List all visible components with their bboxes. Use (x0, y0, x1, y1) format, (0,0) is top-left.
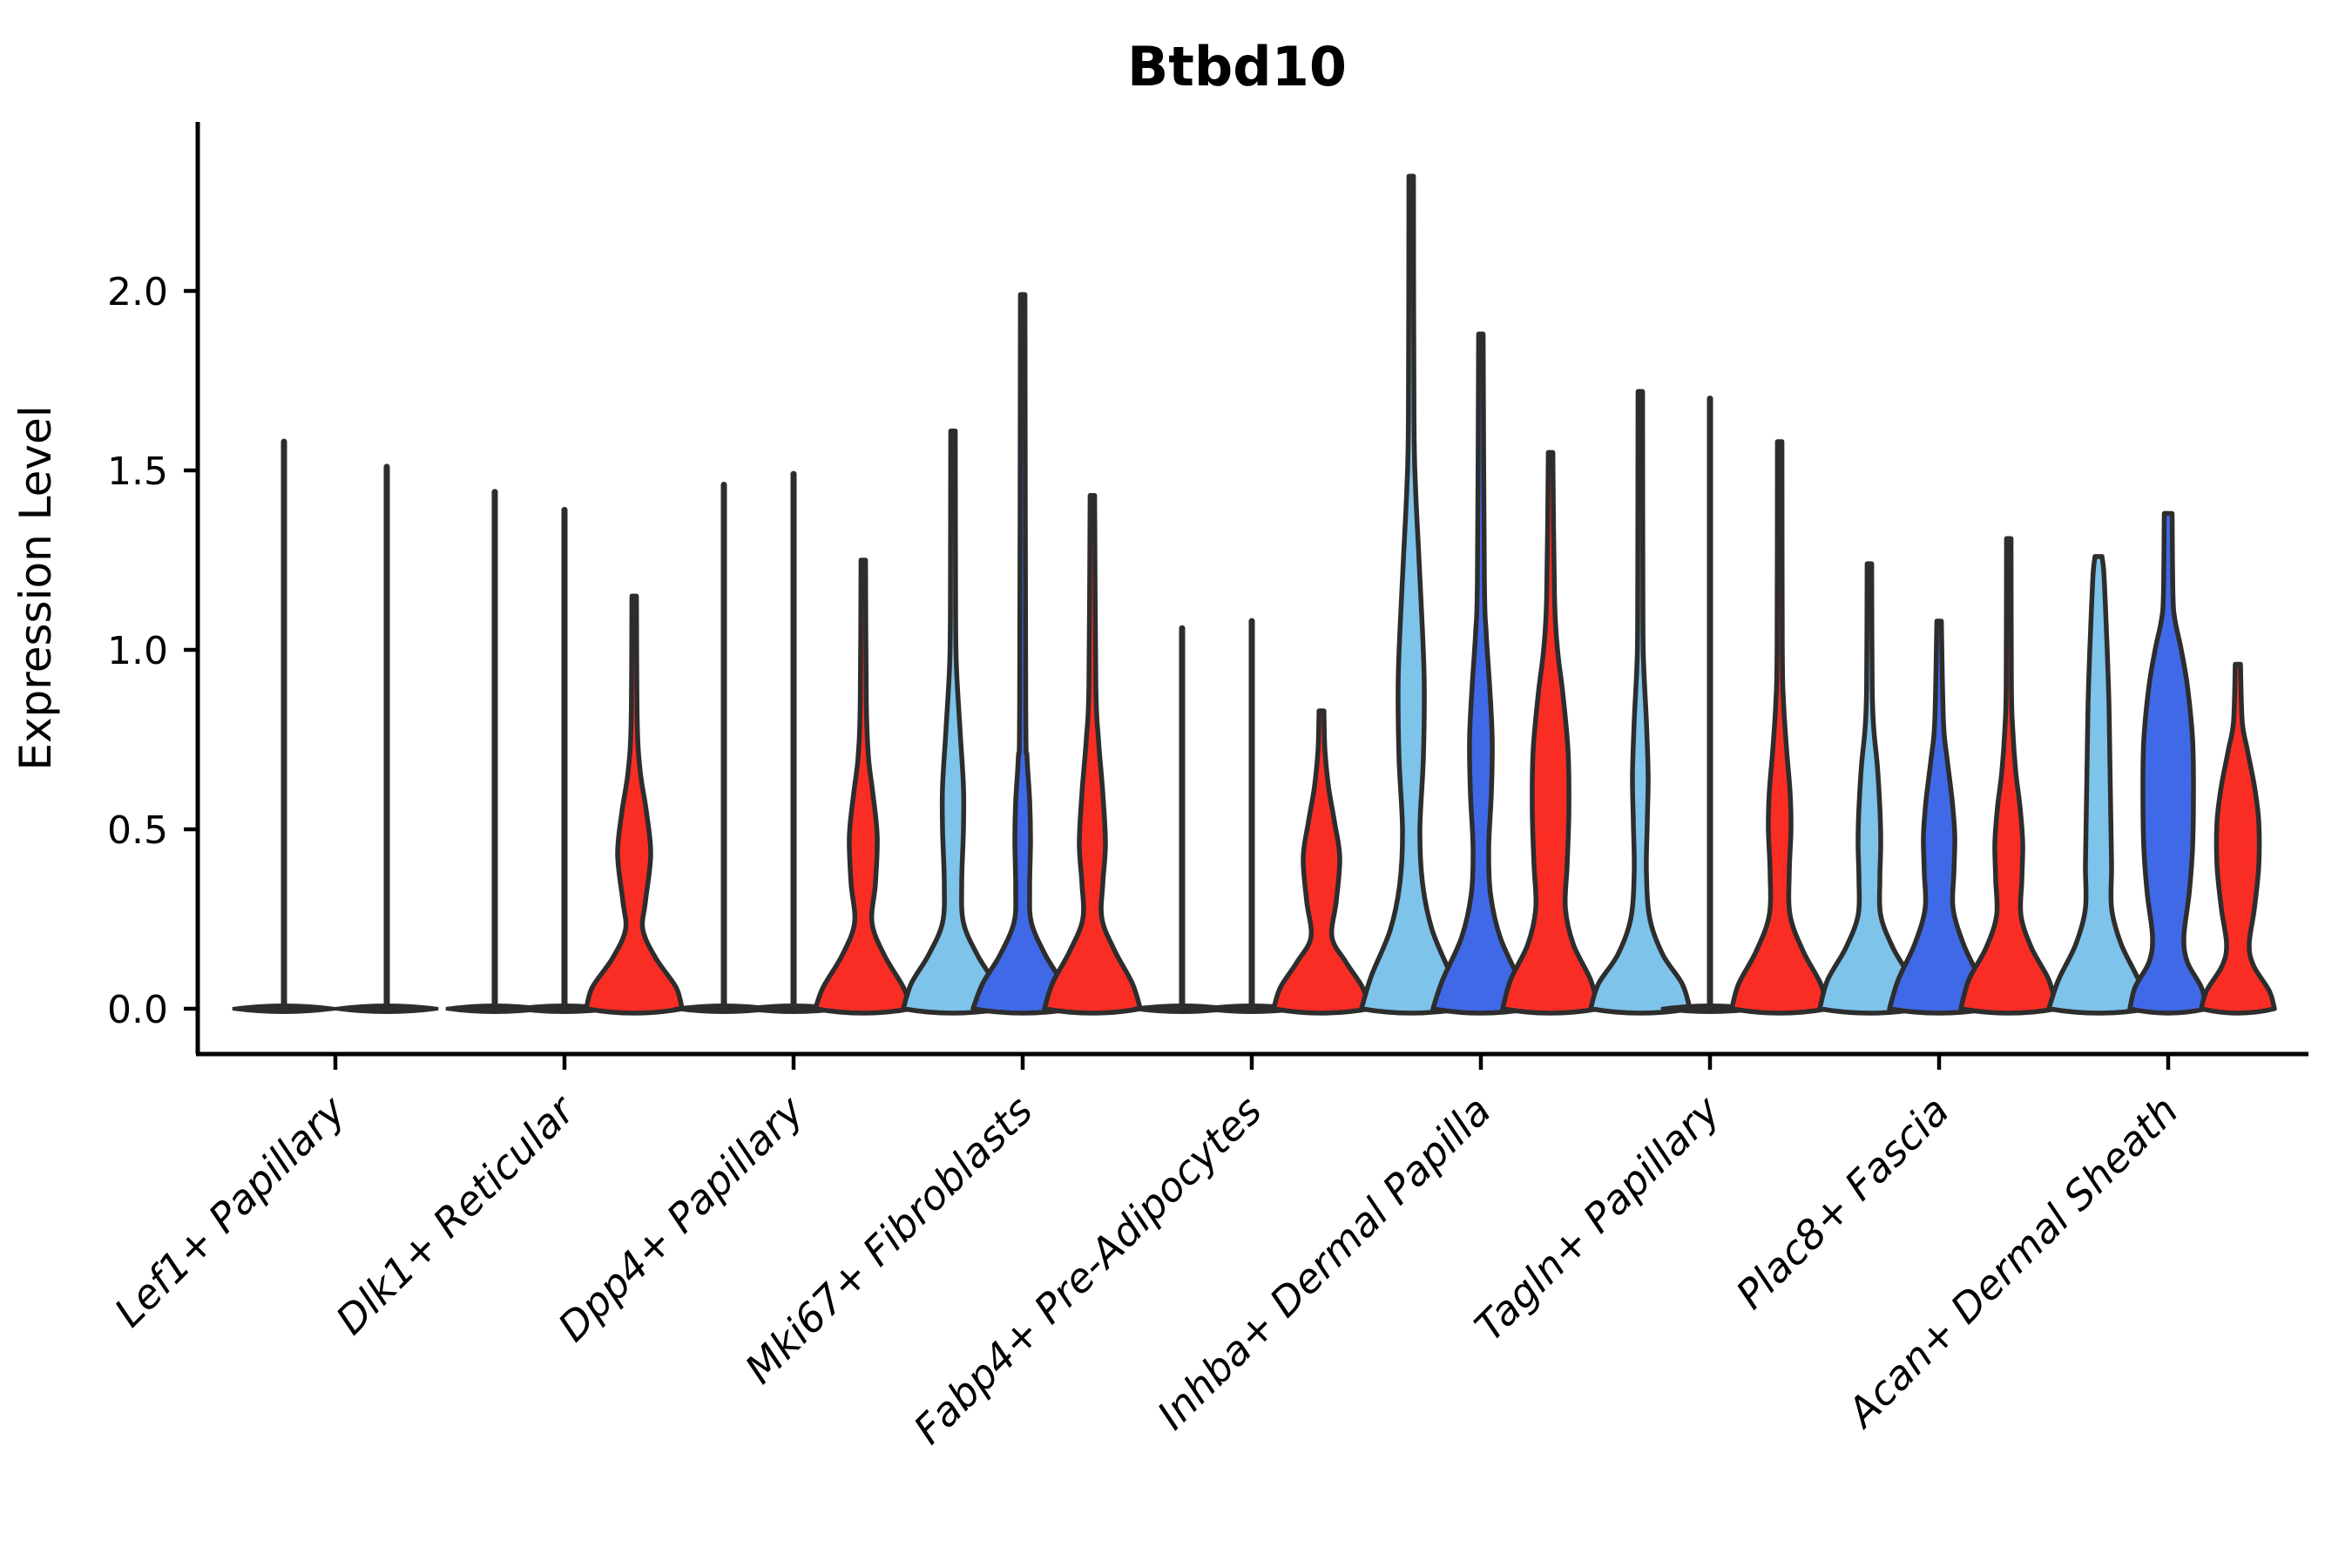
violin-skyblue (1588, 389, 1693, 1016)
violin-red (1729, 439, 1830, 1016)
y-tick-label: 1.0 (107, 629, 168, 673)
violin-royalblue (970, 292, 1075, 1016)
violin-red (1958, 536, 2059, 1016)
axes-layer (184, 122, 2308, 1070)
y-tick-label: 1.5 (107, 449, 168, 494)
violin-royalblue (1430, 331, 1531, 1016)
chart-title: Btbd10 (1127, 35, 1347, 98)
violin-red (584, 593, 685, 1016)
y-axis-label: Expression Level (10, 405, 61, 770)
violin-skyblue (901, 428, 1005, 1016)
violin-red (1042, 493, 1143, 1016)
violin-red (2199, 661, 2277, 1016)
violin-red (1500, 449, 1601, 1016)
violins-layer (232, 173, 2277, 1016)
violin-group-5 (1132, 618, 1372, 1016)
violin-group-4 (901, 292, 1143, 1016)
violin-royalblue (2127, 510, 2209, 1016)
y-tick-label: 2.0 (107, 270, 168, 314)
violin-skyblue (2046, 554, 2151, 1016)
violin-group-2 (445, 489, 685, 1016)
violin-group-6 (1359, 173, 1601, 1016)
violin-red (813, 558, 914, 1016)
violin-skyblue (1359, 173, 1463, 1016)
violin-group-7 (1588, 389, 1830, 1016)
y-tick-label: 0.5 (107, 808, 168, 853)
violin-skyblue (1817, 561, 1922, 1016)
violin-red (1271, 708, 1372, 1016)
violin-group-8 (1817, 536, 2059, 1016)
violin-royalblue (1887, 618, 1991, 1016)
violin-group-1 (232, 438, 439, 1014)
y-tick-label: 0.0 (107, 988, 168, 1032)
violin-group-9 (2046, 510, 2277, 1016)
violin-group-3 (674, 470, 914, 1016)
